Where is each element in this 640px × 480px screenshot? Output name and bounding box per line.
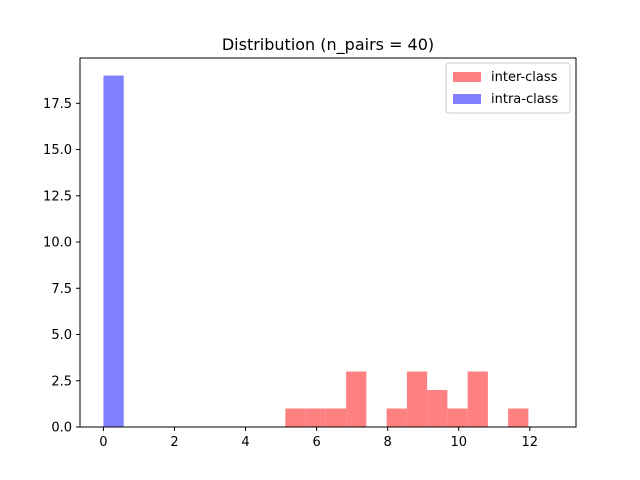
intra-class-legend-swatch bbox=[453, 94, 481, 104]
y-tick-label: 2.5 bbox=[51, 374, 72, 389]
inter-class-bar-2 bbox=[325, 408, 347, 427]
x-tick-label: 10 bbox=[450, 435, 467, 450]
inter-class-bar-9 bbox=[508, 408, 529, 427]
bars-layer bbox=[103, 75, 529, 427]
x-tick-label: 0 bbox=[99, 435, 107, 450]
inter-class-bar-8 bbox=[467, 371, 488, 427]
chart-title: Distribution (n_pairs = 40) bbox=[222, 35, 434, 55]
y-tick-label: 17.5 bbox=[43, 97, 72, 112]
inter-class-legend-label: inter-class bbox=[491, 70, 558, 85]
inter-class-bar-6 bbox=[427, 390, 448, 427]
y-tick-label: 10.0 bbox=[43, 236, 72, 251]
y-tick-label: 0.0 bbox=[51, 421, 72, 436]
x-tick-label: 12 bbox=[522, 435, 539, 450]
legend: inter-class intra-class bbox=[445, 62, 571, 114]
x-tick-label: 8 bbox=[384, 435, 392, 450]
axes-layer: 0 2 4 6 8 10 12 0.0 2.5 5.0 7.5 10.0 12.5 15.0 17.5 bbox=[43, 57, 577, 450]
inter-class-bar-3 bbox=[346, 371, 367, 427]
y-tick-label: 7.5 bbox=[51, 282, 72, 297]
inter-class-legend-swatch bbox=[453, 72, 481, 82]
y-tick-label: 15.0 bbox=[43, 143, 72, 158]
inter-class-bar-5 bbox=[406, 371, 428, 427]
intra-class-bar-0 bbox=[103, 75, 124, 427]
x-tick-label: 2 bbox=[170, 435, 178, 450]
inter-class-bar-1 bbox=[305, 408, 326, 427]
x-tick-label: 4 bbox=[241, 435, 249, 450]
y-tick-label: 12.5 bbox=[43, 189, 72, 204]
inter-class-bar-7 bbox=[447, 408, 468, 427]
x-tick-label: 6 bbox=[312, 435, 320, 450]
intra-class-legend-label: intra-class bbox=[491, 92, 558, 107]
inter-class-bar-4 bbox=[386, 408, 407, 427]
inter-class-bar-0 bbox=[285, 408, 306, 427]
y-tick-label: 5.0 bbox=[51, 328, 72, 343]
